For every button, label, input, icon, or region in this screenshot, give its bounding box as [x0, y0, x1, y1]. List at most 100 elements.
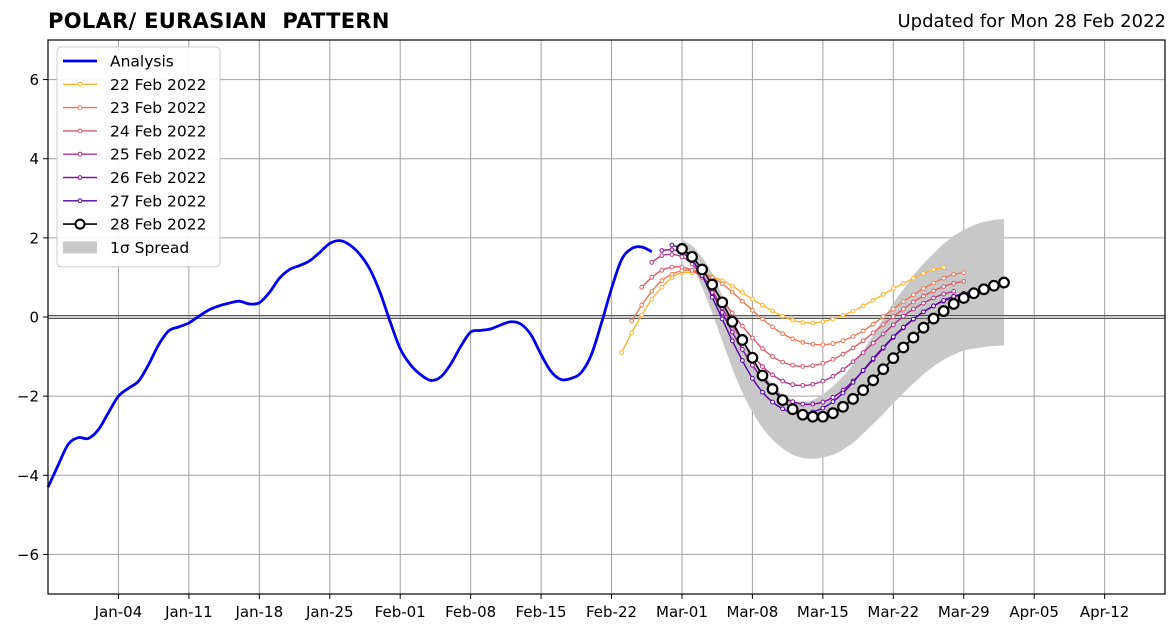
series-point [706, 278, 719, 291]
series-point [676, 243, 688, 255]
series-point [756, 369, 769, 382]
series-point [850, 308, 856, 314]
series-point [709, 294, 715, 300]
legend-swatch-spread [63, 241, 97, 254]
series-point [770, 324, 775, 330]
series-point [870, 356, 876, 361]
x-tick-label: Jan-11 [164, 603, 213, 621]
series-point [686, 250, 698, 263]
series-point [729, 310, 735, 316]
x-tick-label: Feb-22 [586, 603, 637, 621]
series-point [900, 324, 906, 330]
series-point [689, 267, 695, 273]
x-tick-label: Mar-15 [797, 603, 849, 621]
series-point [790, 382, 796, 388]
series-point [931, 267, 936, 272]
series-point [790, 317, 796, 323]
series-point [770, 399, 775, 405]
series-point [810, 381, 816, 387]
series-point [719, 316, 725, 322]
series-point [941, 297, 947, 303]
series-point [988, 279, 1000, 292]
series-layer [46, 239, 1010, 488]
series-point [736, 334, 749, 346]
series-point [820, 342, 826, 348]
legend-swatch-marker [77, 128, 83, 134]
series-point [669, 247, 675, 253]
legend-label: 22 Feb 2022 [110, 76, 206, 94]
series-point [830, 356, 836, 362]
series-point [857, 384, 870, 397]
series-point [649, 296, 655, 302]
series-point [850, 359, 856, 365]
series-point [820, 405, 826, 411]
series-point [750, 335, 755, 341]
series-point [961, 278, 967, 284]
series-point [921, 300, 926, 306]
series-point [830, 399, 836, 405]
series-point [659, 253, 665, 259]
series-point [887, 352, 900, 365]
legend-swatch-marker [77, 198, 83, 204]
series-point [830, 394, 836, 400]
series-point [880, 292, 886, 297]
series-point [669, 271, 675, 277]
series-point [900, 280, 906, 286]
series-point [820, 319, 826, 325]
series-point [921, 271, 926, 276]
y-tick-label: −2 [17, 388, 39, 406]
series-point [739, 298, 745, 304]
x-tick-label: Apr-12 [1080, 603, 1130, 621]
legend: Analysis 22 Feb 2022 23 Feb 2022 24 Feb 202… [56, 46, 221, 268]
series-point [786, 403, 799, 416]
series-point [947, 298, 960, 310]
series-point [951, 271, 957, 277]
x-tick-label: Jan-18 [235, 603, 284, 621]
series-point [860, 338, 866, 344]
spread-band [681, 218, 1004, 459]
series-point [800, 364, 806, 369]
series-point [810, 320, 816, 326]
x-tick-label: Feb-15 [516, 603, 567, 621]
series-point [850, 345, 856, 351]
series-line-forecast [631, 269, 964, 346]
series-point [729, 338, 735, 344]
series-point [619, 350, 624, 356]
x-tick-label: Jan-04 [94, 603, 143, 621]
series-point [860, 368, 866, 373]
series-point [770, 308, 775, 314]
series-point [800, 320, 806, 325]
series-point [750, 296, 755, 302]
legend-label: 23 Feb 2022 [110, 99, 206, 117]
series-point [911, 299, 916, 305]
x-tick-label: Feb-01 [375, 603, 426, 621]
series-point [816, 410, 829, 423]
legend-label: 27 Feb 2022 [110, 192, 206, 210]
legend-label: Analysis [110, 53, 174, 71]
y-tick-label: 6 [29, 71, 39, 89]
series-point [860, 303, 866, 309]
x-tick-label: Mar-08 [726, 603, 778, 621]
series-point [840, 338, 846, 344]
series-point [746, 351, 759, 364]
series-point [927, 312, 940, 325]
series-point [750, 307, 755, 313]
series-point [931, 303, 936, 309]
series-point [847, 393, 859, 405]
legend-label: 1σ Spread [110, 239, 189, 257]
series-point [669, 252, 675, 257]
series-point [941, 275, 947, 281]
series-point [911, 316, 916, 322]
series-point [890, 322, 896, 328]
series-point [880, 322, 886, 327]
series-point [766, 383, 779, 395]
chart-subtitle: Updated for Mon 28 Feb 2022 [897, 11, 1166, 32]
series-point [957, 292, 970, 304]
y-tick-label: 4 [29, 150, 39, 168]
series-point [776, 394, 789, 407]
series-point [820, 360, 826, 366]
series-point [760, 389, 765, 395]
series-point [907, 331, 920, 344]
y-tick-label: 0 [29, 309, 39, 327]
